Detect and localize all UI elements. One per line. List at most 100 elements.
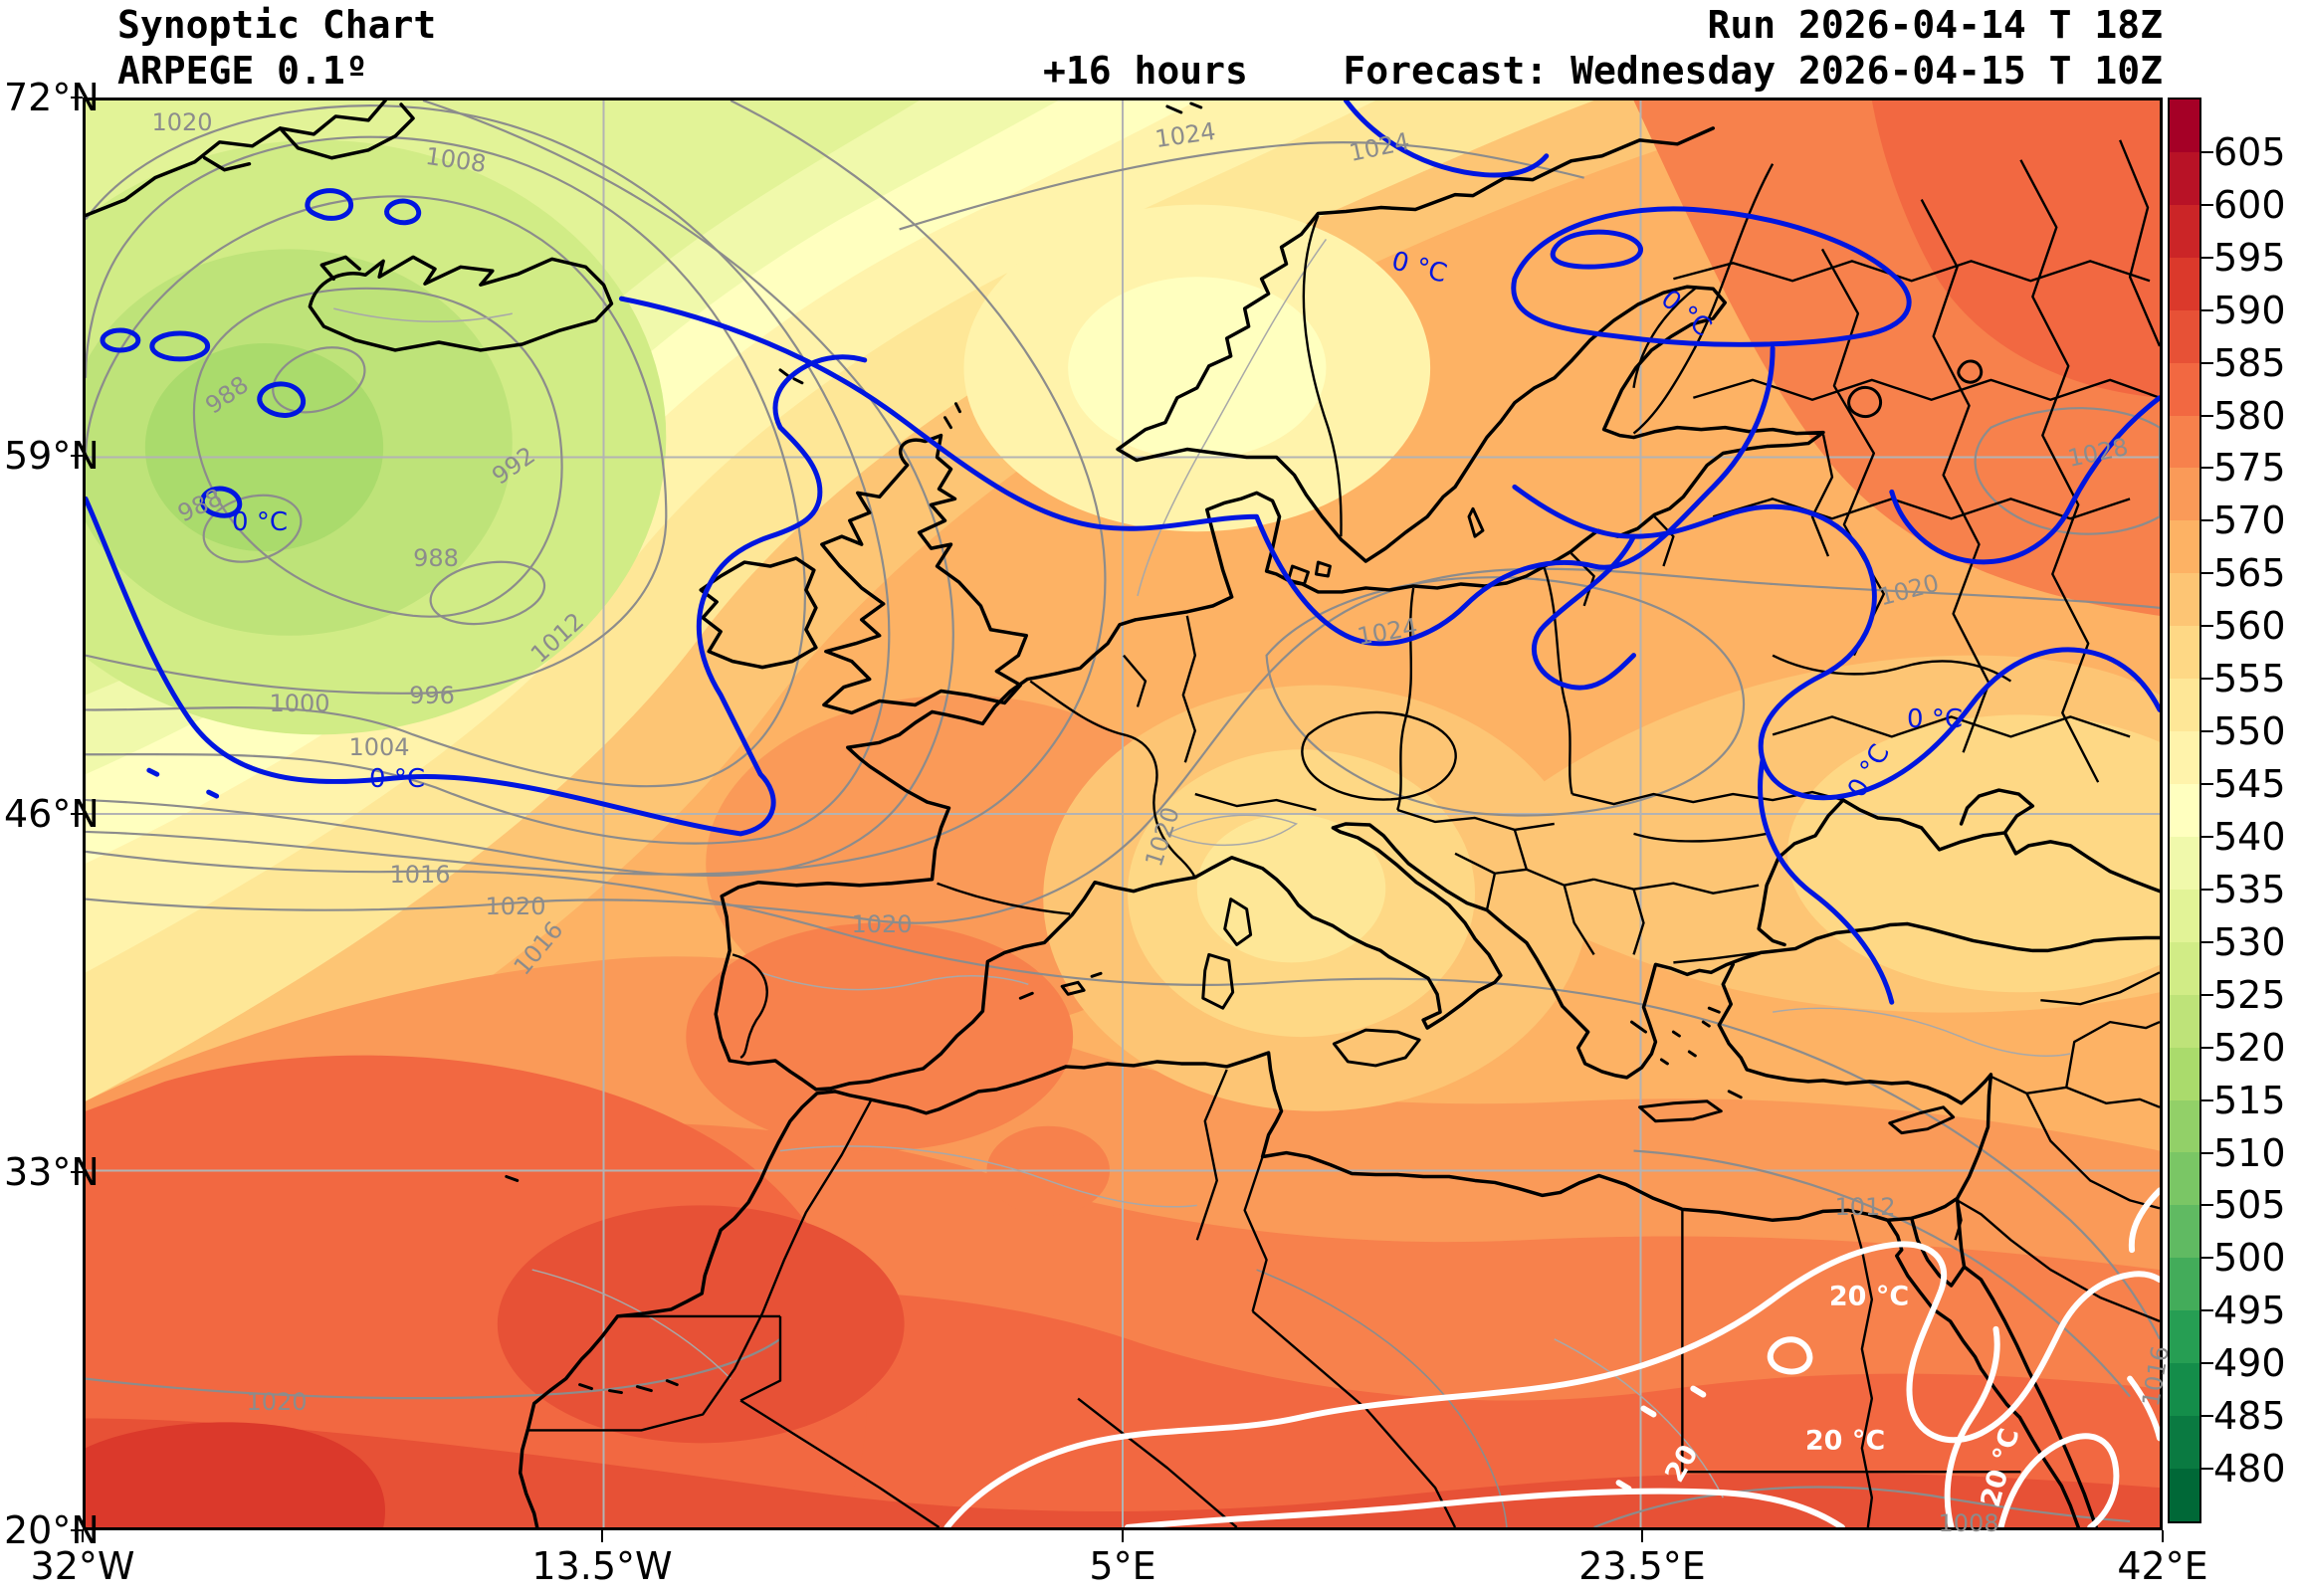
colorbar-tickmark	[2201, 1204, 2213, 1207]
isobar-contours	[86, 100, 2160, 1527]
zero-isotherm-label: 0 °C	[369, 764, 425, 794]
colorbar-tickmark	[2201, 361, 2213, 364]
colorbar-segment	[2170, 468, 2199, 521]
x-axis-tick-label: 5°E	[1089, 1544, 1156, 1588]
colorbar-tick-label: 560	[2213, 604, 2286, 649]
ireland-coast	[699, 556, 818, 670]
colorbar-tickmark	[2201, 1468, 2213, 1471]
y-axis-tickmark	[71, 97, 83, 99]
colorbar-tick-label: 585	[2213, 340, 2286, 385]
colorbar-tickmark	[2201, 940, 2213, 943]
colorbar-tickmark	[2201, 625, 2213, 628]
warm-isotherm-20c	[943, 1187, 2160, 1527]
colorbar-tick-label: 525	[2213, 972, 2286, 1017]
colorbar-segment	[2170, 100, 2199, 152]
isobar-label: 1004	[348, 733, 410, 761]
colorbar-tickmark	[2201, 1151, 2213, 1154]
iceland-coast	[308, 255, 614, 352]
colorbar-segment	[2170, 573, 2199, 627]
colorbar-segment	[2170, 731, 2199, 784]
colorbar-segment	[2170, 1363, 2199, 1417]
colorbar-tick-label: 555	[2213, 657, 2286, 701]
synoptic-map-svg	[86, 100, 2160, 1527]
colorbar-tickmark	[2201, 730, 2213, 733]
colorbar-tick-label: 495	[2213, 1289, 2286, 1333]
colorbar-tickmark	[2201, 467, 2213, 470]
isobar-label: 1020	[246, 1388, 308, 1416]
colorbar-tick-label: 590	[2213, 288, 2286, 332]
colorbar-segment	[2170, 1258, 2199, 1311]
map-canvas: 1020 1008 1024 1024 988 988 988 992 996 1000 1004 1…	[83, 98, 2175, 1535]
y-axis-tick-label: 33°N	[4, 1150, 100, 1194]
isobar-label: 1000	[269, 690, 330, 717]
colorbar-segment	[2170, 362, 2199, 416]
colorbar-segment	[2170, 626, 2199, 680]
colorbar-tickmark	[2201, 835, 2213, 838]
colorbar-segment	[2170, 151, 2199, 205]
colorbar-tickmark	[2201, 414, 2213, 417]
y-axis-tickmark	[71, 1171, 83, 1173]
thickness-colorbar	[2168, 98, 2201, 1523]
colorbar-tick-label: 540	[2213, 814, 2286, 859]
isobar-label: 1016	[389, 861, 451, 889]
isobar-label: 1020	[851, 910, 913, 938]
isobar-label: 1020	[151, 108, 213, 136]
colorbar-tick-label: 490	[2213, 1341, 2286, 1386]
isobar-label: 1012	[1834, 1193, 1896, 1221]
forecast-timestamp: Forecast: Wednesday 2026-04-15 T 10Z	[1343, 49, 2163, 93]
colorbar-tick-label: 530	[2213, 919, 2286, 964]
colorbar-tick-label: 505	[2213, 1183, 2286, 1228]
colorbar-tick-label: 480	[2213, 1447, 2286, 1492]
colorbar-segment	[2170, 836, 2199, 890]
colorbar-tickmark	[2201, 678, 2213, 681]
colorbar-tickmark	[2201, 1257, 2213, 1260]
colorbar-tickmark	[2201, 308, 2213, 311]
zero-isotherm-label: 0 °C	[1907, 704, 1963, 734]
colorbar-tickmark	[2201, 519, 2213, 522]
colorbar-tickmark	[2201, 993, 2213, 996]
colorbar-tickmark	[2201, 150, 2213, 153]
colorbar-segment	[2170, 679, 2199, 732]
colorbar-tick-label: 600	[2213, 182, 2286, 227]
colorbar-segment	[2170, 1416, 2199, 1469]
x-axis-tick-label: 13.5°W	[531, 1544, 673, 1588]
colorbar-segment	[2170, 1047, 2199, 1100]
colorbar-tickmark	[2201, 1309, 2213, 1312]
x-axis-tickmark	[2162, 1530, 2164, 1542]
colorbar-tick-label: 550	[2213, 709, 2286, 754]
isobar-label: 1020	[485, 893, 546, 920]
model-subtitle: ARPEGE 0.1º	[117, 49, 368, 93]
colorbar-segment	[2170, 309, 2199, 363]
islands-coast	[505, 101, 1956, 1395]
colorbar-segment	[2170, 889, 2199, 942]
black-sea-north-coast	[1757, 788, 2160, 947]
colorbar-tickmark	[2201, 888, 2213, 891]
x-axis-tickmark	[601, 1530, 603, 1542]
y-axis-tick-label: 59°N	[4, 434, 100, 478]
colorbar-tick-label: 575	[2213, 446, 2286, 491]
x-axis-tick-label: 32°W	[30, 1544, 135, 1588]
country-borders	[525, 139, 2160, 1527]
colorbar-tickmark	[2201, 1415, 2213, 1418]
colorbar-tickmark	[2201, 203, 2213, 206]
colorbar-segment	[2170, 1099, 2199, 1153]
colorbar-tick-label: 510	[2213, 1130, 2286, 1175]
colorbar-tickmark	[2201, 1362, 2213, 1365]
y-axis-tick-label: 72°N	[4, 76, 100, 119]
zero-isotherm-label: 0 °C	[232, 507, 288, 537]
y-axis-tickmark	[71, 455, 83, 457]
run-timestamp: Run 2026-04-14 T 18Z	[1707, 3, 2163, 47]
colorbar-tick-label: 545	[2213, 762, 2286, 807]
colorbar-segment	[2170, 204, 2199, 258]
great-britain-coast	[820, 433, 1029, 715]
freezing-isotherm-0c	[86, 100, 2160, 1005]
colorbar-tick-label: 570	[2213, 499, 2286, 543]
y-axis-tick-label: 46°N	[4, 792, 100, 836]
y-axis-tickmark	[71, 813, 83, 815]
colorbar-segment	[2170, 941, 2199, 995]
colorbar-segment	[2170, 1310, 2199, 1364]
colorbar-tickmark	[2201, 1046, 2213, 1049]
x-axis-tickmark	[1641, 1530, 1643, 1542]
colorbar-tick-label: 485	[2213, 1394, 2286, 1439]
